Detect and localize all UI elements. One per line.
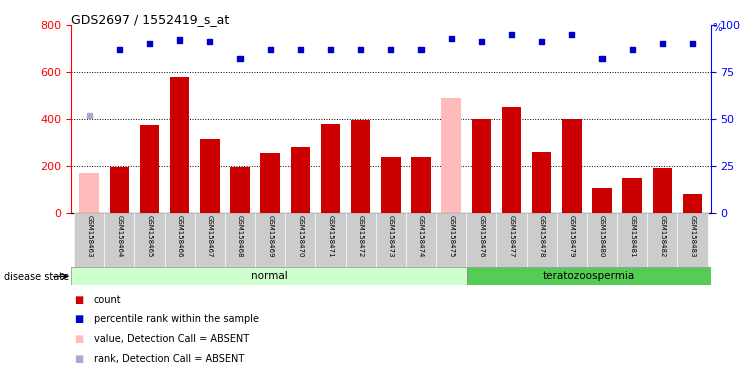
- Point: [506, 31, 518, 37]
- Text: GSM158470: GSM158470: [297, 215, 304, 257]
- Text: teratozoospermia: teratozoospermia: [542, 271, 635, 281]
- Bar: [135, 213, 165, 267]
- Text: GSM158464: GSM158464: [117, 215, 123, 257]
- Bar: [255, 213, 285, 267]
- Bar: [71, 267, 467, 285]
- Bar: [562, 119, 582, 213]
- Text: ■: ■: [74, 354, 83, 364]
- Bar: [441, 98, 461, 213]
- Text: GSM158481: GSM158481: [629, 215, 635, 257]
- Text: GSM158465: GSM158465: [147, 215, 153, 257]
- Bar: [466, 213, 497, 267]
- Bar: [557, 213, 587, 267]
- Text: GSM158463: GSM158463: [86, 215, 92, 257]
- Point: [596, 56, 608, 62]
- Bar: [502, 107, 521, 213]
- Text: GSM158469: GSM158469: [267, 215, 273, 257]
- Bar: [194, 213, 225, 267]
- Text: rank, Detection Call = ABSENT: rank, Detection Call = ABSENT: [94, 354, 244, 364]
- Bar: [678, 213, 708, 267]
- Bar: [683, 194, 702, 213]
- Text: ■: ■: [74, 295, 83, 305]
- Text: %: %: [712, 23, 722, 33]
- Point: [415, 46, 427, 53]
- Text: count: count: [94, 295, 121, 305]
- Point: [565, 31, 577, 37]
- Text: GSM158472: GSM158472: [358, 215, 364, 257]
- Text: disease state: disease state: [4, 272, 69, 282]
- Point: [264, 46, 276, 53]
- Bar: [230, 167, 250, 213]
- Point: [83, 112, 95, 118]
- Point: [114, 46, 126, 53]
- Text: GSM158474: GSM158474: [418, 215, 424, 257]
- Point: [626, 46, 638, 53]
- Bar: [617, 213, 647, 267]
- Bar: [532, 152, 551, 213]
- Point: [536, 39, 548, 45]
- Bar: [351, 120, 370, 213]
- Bar: [497, 213, 527, 267]
- Bar: [622, 178, 642, 213]
- Bar: [436, 213, 466, 267]
- Bar: [652, 169, 672, 213]
- Point: [204, 39, 216, 45]
- Point: [656, 41, 668, 47]
- Text: GSM158480: GSM158480: [599, 215, 605, 257]
- Point: [445, 35, 457, 41]
- Bar: [170, 77, 189, 213]
- Text: normal: normal: [251, 271, 287, 281]
- Bar: [527, 213, 557, 267]
- Bar: [165, 213, 194, 267]
- Text: GDS2697 / 1552419_s_at: GDS2697 / 1552419_s_at: [71, 13, 230, 26]
- Point: [144, 41, 156, 47]
- Point: [687, 41, 699, 47]
- Bar: [321, 124, 340, 213]
- Text: GSM158467: GSM158467: [207, 215, 213, 257]
- Text: GSM158475: GSM158475: [448, 215, 454, 257]
- Text: GSM158479: GSM158479: [568, 215, 574, 257]
- Point: [384, 46, 396, 53]
- Text: GSM158477: GSM158477: [509, 215, 515, 257]
- Point: [325, 46, 337, 53]
- Bar: [290, 147, 310, 213]
- Text: GSM158476: GSM158476: [478, 215, 485, 257]
- Bar: [225, 213, 255, 267]
- Bar: [109, 167, 129, 213]
- Bar: [79, 173, 99, 213]
- Bar: [200, 139, 220, 213]
- Bar: [375, 213, 406, 267]
- Text: ■: ■: [74, 334, 83, 344]
- Point: [475, 39, 487, 45]
- Point: [234, 56, 246, 62]
- Bar: [104, 213, 135, 267]
- Bar: [647, 213, 678, 267]
- Point: [295, 46, 307, 53]
- Point: [355, 46, 367, 53]
- Bar: [346, 213, 375, 267]
- Text: GSM158466: GSM158466: [177, 215, 183, 257]
- Text: GSM158471: GSM158471: [328, 215, 334, 257]
- Text: GSM158482: GSM158482: [659, 215, 665, 257]
- Text: GSM158473: GSM158473: [387, 215, 394, 257]
- Text: percentile rank within the sample: percentile rank within the sample: [94, 314, 259, 324]
- Bar: [411, 157, 431, 213]
- Text: GSM158483: GSM158483: [690, 215, 696, 257]
- Bar: [74, 213, 104, 267]
- Text: GSM158468: GSM158468: [237, 215, 243, 257]
- Point: [174, 37, 186, 43]
- Bar: [381, 157, 401, 213]
- Text: value, Detection Call = ABSENT: value, Detection Call = ABSENT: [94, 334, 248, 344]
- Bar: [285, 213, 316, 267]
- Bar: [587, 213, 617, 267]
- Bar: [140, 125, 159, 213]
- Bar: [406, 213, 436, 267]
- Bar: [592, 189, 612, 213]
- Bar: [316, 213, 346, 267]
- Text: GSM158478: GSM158478: [539, 215, 545, 257]
- Bar: [467, 267, 711, 285]
- Bar: [471, 119, 491, 213]
- Text: ■: ■: [74, 314, 83, 324]
- Bar: [260, 153, 280, 213]
